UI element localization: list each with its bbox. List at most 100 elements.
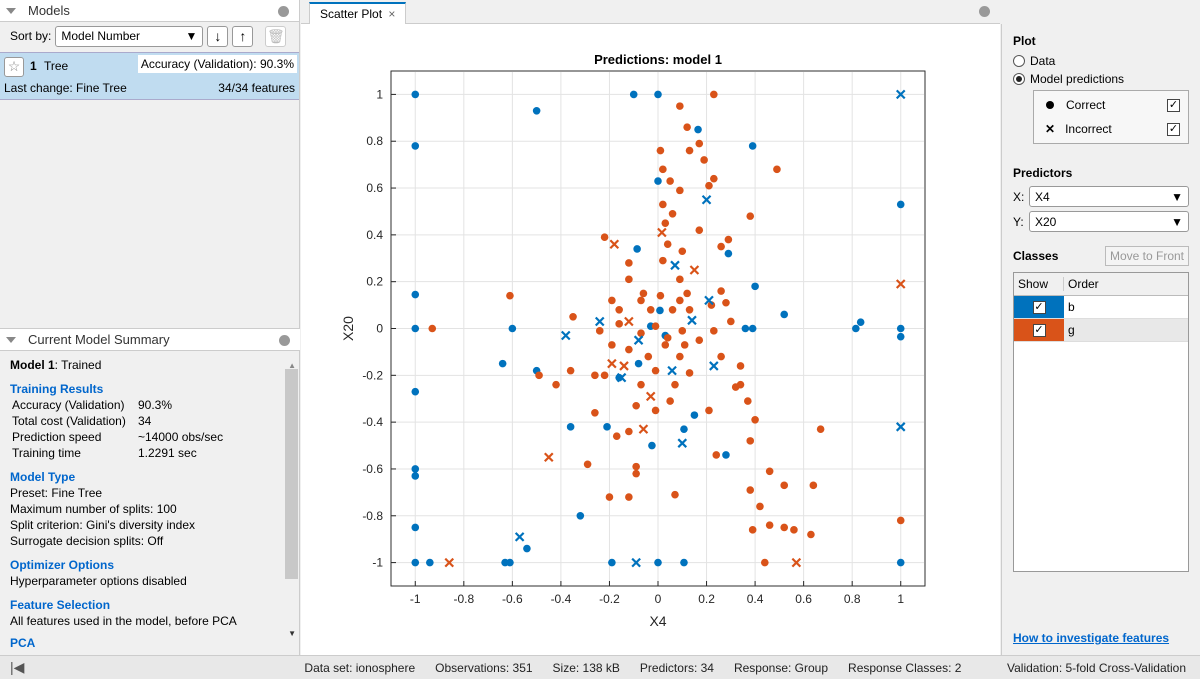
y-tick-label: -0.2 [362,368,383,382]
x-predictor-select[interactable]: X4 ▼ [1029,186,1189,207]
class-row-g[interactable]: ✓ g [1014,319,1188,342]
kv-key: Accuracy (Validation) [12,398,125,412]
model-card[interactable]: ☆ 1 Tree Accuracy (Validation): 90.3% La… [0,52,299,100]
data-point-b-correct [680,425,688,433]
incorrect-checkbox[interactable]: ✓ [1167,122,1180,136]
data-point-g-correct [695,336,704,345]
data-point-g-incorrect [624,316,634,327]
feature-selection-heading: Feature Selection [10,598,111,612]
status-predictors: Predictors: 34 [639,660,714,675]
data-point-g-correct [625,275,633,284]
document-menu-icon[interactable] [979,6,990,17]
x-tick-label: -1 [410,592,421,606]
data-point-g-correct [710,90,718,99]
summary-scrollbar[interactable] [285,369,298,579]
delete-model-button[interactable]: 🗑 [265,25,287,47]
class-row-b[interactable]: ✓ b [1014,296,1188,319]
models-panel: Models Sort by: Model Number ▼ ↓ ↑ 🗑 ☆ 1 … [0,0,299,327]
kv-key: Total cost (Validation) [12,414,126,428]
data-point-g-correct [646,305,655,314]
correct-checkbox[interactable]: ✓ [1167,98,1180,112]
collapse-icon[interactable] [6,336,16,343]
classes-table: Show Order ✓ b ✓ g [1013,272,1189,572]
collapse-left-icon[interactable]: |◀ [10,659,25,675]
collapse-icon[interactable] [6,7,16,14]
data-point-b-correct [411,523,420,532]
data-point-g-correct [663,240,672,249]
sort-select[interactable]: Model Number ▼ [55,25,204,47]
data-point-b-correct [896,332,905,341]
favorite-star-icon[interactable]: ☆ [4,57,24,77]
data-point-g-correct [637,380,645,389]
close-tab-icon[interactable]: × [388,7,396,21]
scatter-chart[interactable]: -1 -0.8 -0.6 -0.4 -0.2 0 0.2 0.4 0.6 0.8 1 -1 -0.8 -0… [301,24,1000,655]
data-point-g-correct [506,291,514,300]
data-point-g-correct [659,165,667,174]
data-point-b-correct [741,324,750,333]
data-point-g-correct [656,146,665,155]
data-point-g-correct [591,408,599,417]
x-tick-label: -0.6 [502,592,523,606]
class-name: b [1068,300,1075,314]
model-type-line: Surrogate decision splits: Off [10,534,164,548]
sort-row: Sort by: Model Number ▼ ↓ ↑ 🗑 [0,22,299,50]
data-point-g-correct [651,322,660,330]
data-point-g-correct [678,247,687,256]
model-type: Tree [44,59,69,73]
data-point-b-incorrect [631,557,641,568]
move-to-front-button[interactable]: Move to Front [1104,246,1189,266]
classes-heading: Classes [1013,249,1059,263]
data-point-g-correct [896,516,905,525]
sort-descending-button[interactable]: ↓ [207,25,229,47]
data-radio[interactable]: Data [1013,54,1189,68]
model-predictions-radio[interactable]: Model predictions [1013,72,1189,86]
optimizer-text: Hyperparameter options disabled [10,574,187,588]
status-observations: Observations: 351 [435,660,533,675]
data-point-g-correct [695,226,704,234]
data-point-g-correct [676,102,684,110]
data-point-g-incorrect [607,358,617,369]
scroll-down-icon[interactable]: ▼ [288,629,296,638]
x-value: X4 [1035,189,1050,204]
data-point-g-incorrect [895,279,906,289]
data-point-g-correct [666,397,674,405]
data-point-g-correct [600,233,609,242]
show-class-checkbox[interactable]: ✓ [1032,300,1046,314]
data-point-g-incorrect [609,239,620,250]
data-point-g-correct [625,427,633,436]
kv-value: ~14000 obs/sec [138,430,224,444]
scroll-up-icon[interactable]: ▲ [288,361,296,370]
plot-area: Scatter Plot × -1 -0.8 -0.6 -0.4 -0.2 0 0.2 0.4… [301,0,1000,655]
kv-value: 1.2291 sec [138,446,197,460]
panel-menu-icon[interactable] [279,335,290,346]
y-tick-label: 0.4 [366,228,383,242]
radio-label: Data [1030,54,1056,68]
help-link[interactable]: How to investigate features [1013,631,1170,645]
data-point-g-correct [756,502,764,511]
data-point-g-correct [608,296,616,305]
summary-model-status: : Trained [54,358,102,372]
kv-key: Prediction speed [12,430,102,444]
y-tick-label: -1 [372,556,383,570]
tab-label: Scatter Plot [320,7,383,21]
y-predictor-select[interactable]: X20 ▼ [1029,211,1189,232]
data-point-g-correct [591,371,599,380]
sort-ascending-button[interactable]: ↑ [232,25,254,47]
data-point-g-correct [615,305,623,314]
status-response: Response: Group [733,660,829,675]
data-point-b-correct [411,465,420,473]
data-point-g-correct [583,460,592,469]
panel-menu-icon[interactable] [278,6,289,17]
data-point-g-correct [639,289,648,298]
show-class-checkbox[interactable]: ✓ [1032,323,1046,337]
y-tick-label: 0.2 [366,275,383,289]
data-point-g-correct [790,526,798,534]
models-header: Models [0,0,299,22]
data-point-g-correct [751,415,759,424]
data-point-g-correct [683,289,691,298]
data-point-g-correct [807,530,815,539]
tab-scatter-plot[interactable]: Scatter Plot × [309,2,407,24]
x-tick-label: 1 [897,592,904,606]
training-row: Prediction speed ~14000 obs/sec [10,429,290,445]
data-point-g-incorrect [791,557,802,568]
